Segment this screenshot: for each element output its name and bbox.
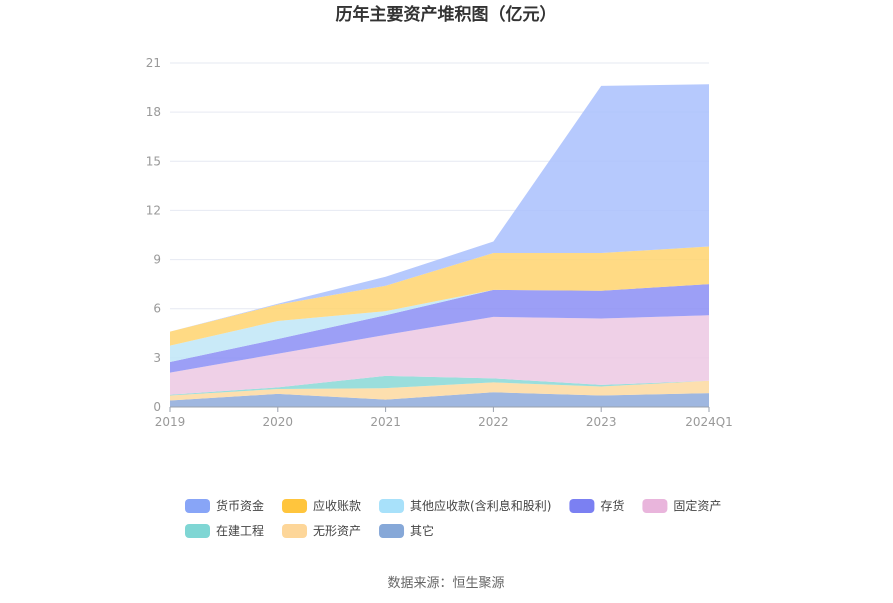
y-tick-label: 9 <box>153 253 161 267</box>
area-series <box>170 284 709 362</box>
area-series <box>170 315 709 395</box>
y-tick-label: 21 <box>146 56 161 70</box>
x-tick-label: 2021 <box>370 415 401 429</box>
legend-label: 应收账款 <box>313 498 361 513</box>
legend-label: 其它 <box>410 523 434 538</box>
axes: 0 3 6 9 12 15 18 21 2019 2020 2021 2022 2023 2024Q1 <box>146 56 733 429</box>
y-tick-label: 0 <box>153 400 161 414</box>
area-series <box>170 380 709 401</box>
legend-swatch <box>642 499 668 513</box>
y-tick-label: 3 <box>153 351 161 365</box>
y-tick-label: 15 <box>146 154 161 168</box>
x-tick-label: 2020 <box>263 415 294 429</box>
area-series <box>170 84 709 332</box>
legend-swatch <box>185 524 210 538</box>
x-tick-label: 2022 <box>478 415 509 429</box>
x-tick-label: 2019 <box>155 415 186 429</box>
data-source-note: 数据来源：恒生聚源 <box>387 576 504 591</box>
legend-swatch <box>379 499 405 513</box>
y-tick-label: 12 <box>146 203 161 217</box>
x-tick-label: 2024Q1 <box>685 415 733 429</box>
chart-title: 历年主要资产堆积图（亿元） <box>336 4 557 25</box>
legend-swatch <box>282 499 308 513</box>
legend-swatch <box>282 524 308 538</box>
plot-area <box>170 84 709 407</box>
y-tick-label: 18 <box>146 105 161 119</box>
legend-label: 货币资金 <box>216 498 264 513</box>
area-series <box>170 246 709 346</box>
legend-swatch <box>185 499 210 513</box>
legend-label: 无形资产 <box>313 524 361 538</box>
y-tick-label: 6 <box>153 302 161 316</box>
legend-swatch <box>569 499 595 513</box>
legend-label: 其他应收款(含利息和股利) <box>410 498 551 513</box>
area-series <box>170 375 709 396</box>
area-series <box>170 284 709 373</box>
legend-label: 在建工程 <box>216 523 264 538</box>
area-series <box>170 392 709 407</box>
legend-label: 存货 <box>600 498 624 513</box>
legend-label: 固定资产 <box>673 498 721 513</box>
x-tick-label: 2023 <box>586 415 617 429</box>
legend-swatch <box>379 524 405 538</box>
